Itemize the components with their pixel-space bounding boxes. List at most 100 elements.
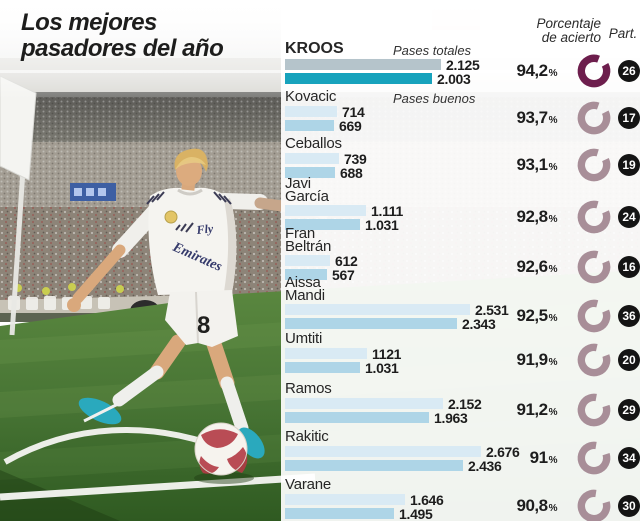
good-passes-value: 2.343 — [462, 315, 496, 332]
accuracy-percent: 91,2% — [516, 400, 558, 419]
total-passes-bar — [285, 106, 337, 117]
club-crest — [164, 210, 178, 224]
matches-badge: 36 — [618, 305, 640, 327]
title-line-1: Los mejores — [21, 9, 157, 36]
matches-badge: 20 — [618, 349, 640, 371]
row-meta: 92,8% 24 — [475, 199, 640, 235]
percent-sign: % — [548, 503, 558, 514]
good-passes-bar — [285, 412, 429, 423]
player-name: Aissa Mandi — [285, 274, 325, 304]
good-passes-value: 1.031 — [365, 216, 399, 233]
accuracy-percent: 92,6% — [516, 257, 558, 276]
boot — [237, 427, 265, 459]
pass-bars: 2.676 2.436 — [285, 443, 520, 474]
row-meta: 91% 34 — [475, 440, 640, 476]
total-passes-bar — [285, 494, 405, 505]
total-passes-value: 2.676 — [486, 443, 520, 460]
good-passes-value: 567 — [332, 266, 355, 283]
pass-bars: 2.152 1.963 — [285, 395, 482, 426]
good-passes-bar — [285, 460, 463, 471]
series-label-total: Pases totales — [393, 43, 472, 58]
good-passes-bar — [285, 167, 335, 178]
row-meta: 94,2% 26 — [475, 53, 640, 89]
accuracy-ring-icon — [577, 489, 611, 521]
player-row: Kovacic Pases buenos 714 669 93,7% 17 — [285, 88, 640, 136]
total-passes-value: 2.125 — [446, 56, 480, 73]
player-name: Kovacic — [285, 88, 337, 105]
total-passes-bar — [285, 446, 481, 457]
player-name: Varane — [285, 476, 332, 493]
good-passes-bar — [285, 73, 432, 84]
player-row: Aissa Mandi 2.531 2.343 92,5% 36 — [285, 274, 640, 333]
matches-badge: 24 — [618, 206, 640, 228]
total-passes-value: 1.646 — [410, 491, 444, 508]
player-row: Fran Beltrán 612 567 92,6% 16 — [285, 225, 640, 284]
accuracy-column-header: Porcentaje de acierto — [536, 16, 601, 45]
percent-sign: % — [548, 214, 558, 225]
player-row: Varane 1.646 1.495 90,8% 30 — [285, 476, 640, 521]
player-row: Javi García 1.111 1.031 92,8% 24 — [285, 176, 640, 234]
good-passes-bar — [285, 269, 327, 280]
accuracy-ring-icon — [577, 250, 611, 284]
good-passes-value: 688 — [340, 164, 363, 181]
percent-sign: % — [548, 264, 558, 275]
total-passes-bar — [285, 255, 330, 266]
player-name: Fran Beltrán — [285, 225, 332, 255]
good-passes-value: 669 — [339, 117, 362, 134]
percent-sign: % — [548, 313, 558, 324]
good-passes-value: 2.003 — [437, 70, 471, 87]
pass-bars: 1.111 1.031 — [285, 203, 403, 233]
matches-column-header: Part. — [608, 26, 638, 41]
boot — [78, 397, 122, 425]
good-passes-value: 1.031 — [365, 359, 399, 376]
row-meta: 92,6% 16 — [475, 249, 640, 285]
pass-bars: 612 567 — [285, 252, 358, 283]
accuracy-percent: 91,9% — [516, 350, 558, 369]
percent-sign: % — [548, 68, 558, 79]
matches-badge: 29 — [618, 399, 640, 421]
accuracy-ring-icon — [577, 54, 611, 88]
total-passes-bar — [285, 398, 443, 409]
pass-bars: 1121 1.031 — [285, 346, 401, 376]
row-meta: 90,8% 30 — [475, 488, 640, 521]
accuracy-ring-icon — [577, 441, 611, 475]
player-name: Umtiti — [285, 330, 323, 347]
accuracy-percent: 93,7% — [516, 108, 558, 127]
accuracy-percent: 94,2% — [516, 61, 558, 80]
row-meta: 93,1% 19 — [475, 147, 640, 183]
good-passes-value: 1.963 — [434, 409, 468, 426]
good-passes-bar — [285, 362, 360, 373]
title-line-2: pasadores del año — [21, 35, 224, 62]
adidas-shoulder-stripes — [146, 191, 232, 205]
player-row: Umtiti 1121 1.031 91,9% 20 — [285, 330, 640, 378]
row-meta: 91,9% 20 — [475, 342, 640, 378]
passers-chart-panel: Porcentaje de acierto Part. KROOS Pases … — [281, 0, 640, 521]
row-meta: 92,5% 36 — [475, 298, 640, 334]
matches-badge: 16 — [618, 256, 640, 278]
corner-flag-icon — [0, 75, 37, 336]
total-passes-bar — [285, 59, 441, 70]
matches-badge: 30 — [618, 495, 640, 517]
good-passes-bar — [285, 219, 360, 230]
matches-badge: 26 — [618, 60, 640, 82]
row-meta: 91,2% 29 — [475, 392, 640, 428]
player-photo: Fly Emirates 8 — [67, 148, 329, 484]
good-passes-bar — [285, 120, 334, 131]
accuracy-percent: 92,8% — [516, 207, 558, 226]
sponsor-text: Fly — [195, 221, 215, 237]
accuracy-ring-icon — [577, 101, 611, 135]
total-passes-value: 714 — [342, 103, 365, 120]
accuracy-ring-icon — [577, 299, 611, 333]
pass-bars: 2.531 2.343 — [285, 302, 509, 332]
player-name: KROOS — [285, 40, 344, 57]
total-passes-value: 2.152 — [448, 395, 482, 412]
player-row: KROOS Pases totales 2.125 2.003 94,2% 26 — [285, 40, 640, 89]
total-passes-value: 612 — [335, 252, 358, 269]
good-passes-bar — [285, 318, 457, 329]
accuracy-percent: 90,8% — [516, 496, 558, 515]
player-name: Ceballos — [285, 135, 342, 152]
accuracy-ring-icon — [577, 200, 611, 234]
accuracy-ring-icon — [577, 393, 611, 427]
percent-sign: % — [548, 407, 558, 418]
